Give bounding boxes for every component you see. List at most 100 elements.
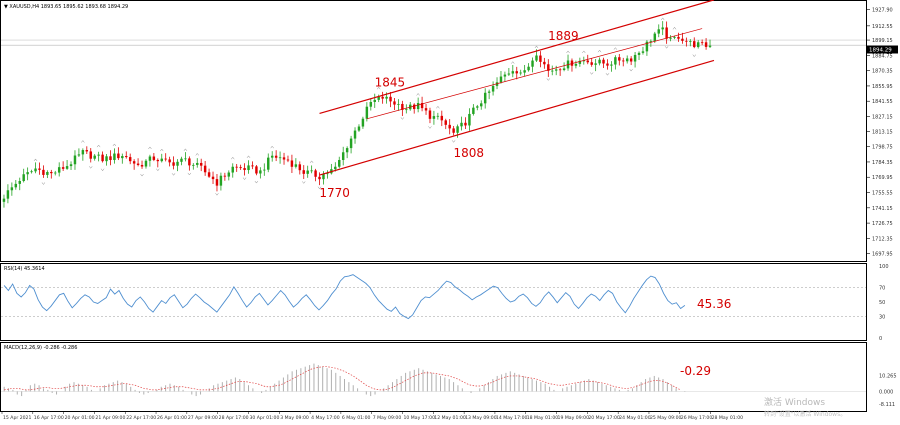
candle-body [499, 76, 503, 83]
rsi-tick-label: 0 [879, 336, 882, 342]
candlesticks [2, 21, 712, 208]
candle-body [223, 175, 227, 177]
candle-body [618, 57, 621, 61]
time-tick-label: 27 Apr 09:00 [188, 415, 218, 421]
candle-body [211, 176, 215, 180]
time-axis: 15 Apr 2021 16 Apr 17:00 20 Apr 01:00 21 Ap… [1, 411, 744, 421]
candle-body [641, 51, 645, 53]
candle-body [693, 41, 696, 48]
candle-body [369, 101, 373, 107]
price-annotation: 1770 [319, 186, 350, 200]
fractal-up-marker [160, 148, 164, 152]
fractal-up-marker [416, 93, 420, 96]
fractal-down-marker [156, 168, 160, 172]
price-gridlines [1, 39, 866, 46]
candle-body [22, 174, 25, 182]
candle-body [263, 169, 266, 171]
fractal-down-marker [171, 173, 176, 176]
time-tick-label: 6 May 01:00 [342, 415, 371, 421]
time-tick-label: 15 Apr 2021 [3, 415, 31, 421]
candle-body [602, 59, 605, 64]
candle-body [338, 160, 341, 167]
candle-body [476, 106, 479, 108]
candle-body [89, 151, 92, 159]
candle-body [554, 69, 558, 71]
candle-body [113, 153, 116, 161]
macd-panel-header: MACD(12,26,9) -0.286 -0.286 [4, 345, 77, 351]
fractal-down-marker [302, 181, 306, 184]
candle-body [50, 171, 53, 174]
candle-body [594, 63, 597, 65]
candle-body [6, 190, 10, 199]
activation-watermark-subtitle: 转到"设置"以激活 Windows。 [764, 410, 846, 418]
candle-body [416, 103, 420, 110]
candle-body [440, 115, 444, 121]
candle-body [696, 42, 700, 48]
time-tick-label: 16 Apr 17:00 [34, 415, 64, 421]
candle-body [622, 60, 625, 62]
candle-body [136, 163, 140, 165]
time-tick-label: 3 May 09:00 [280, 415, 309, 421]
candle-body [562, 68, 566, 70]
candle-body [168, 159, 171, 163]
fractal-down-marker [605, 73, 610, 76]
candle-body [503, 74, 507, 77]
candle-body [101, 154, 104, 162]
price-tick-label: 1697.95 [872, 252, 893, 258]
candle-body [582, 60, 586, 62]
fractal-up-marker [96, 144, 101, 148]
candle-body [428, 110, 432, 119]
price-panel-header: ▼ XAUUSD,H4 1893.65 1895.62 1893.68 1894… [4, 4, 128, 10]
candle-body [231, 166, 234, 173]
candle-body [460, 122, 463, 127]
candle-body [365, 106, 369, 119]
rsi-tick-label: 50 [879, 300, 885, 306]
candle-body [69, 164, 73, 167]
rsi-tick-label: 30 [879, 314, 885, 320]
candle-body [551, 70, 554, 72]
candle-body [468, 113, 471, 126]
time-tick-label: 20 May 17:00 [588, 415, 620, 421]
candle-body [334, 166, 337, 170]
candle-body [464, 122, 467, 126]
fractal-down-marker [89, 166, 93, 169]
candle-body [420, 103, 424, 109]
time-tick-label: 28 May 01:00 [712, 415, 744, 421]
candle-body [77, 154, 81, 156]
fractal-up-marker [195, 152, 199, 156]
price-annotation: 1808 [453, 146, 484, 160]
candle-body [73, 155, 77, 165]
fractal-up-marker [597, 49, 602, 53]
candle-body [637, 52, 641, 55]
candle-body [436, 115, 440, 117]
candle-body [393, 101, 396, 105]
candle-body [26, 172, 29, 175]
candle-body [42, 169, 45, 175]
time-tick-label: 21 Apr 09:00 [95, 415, 125, 421]
candle-body [199, 162, 203, 166]
candle-body [452, 128, 455, 133]
candle-body [243, 168, 246, 171]
fractal-down-marker [187, 172, 192, 176]
fractal-up-marker [33, 158, 38, 162]
candle-body [267, 157, 270, 170]
rsi-tick-label: 100 [879, 264, 889, 270]
candle-body [172, 162, 175, 166]
candle-body [286, 159, 290, 161]
price-tick-label: 1755.55 [872, 191, 893, 197]
candle-body [54, 172, 57, 174]
candle-body [357, 126, 361, 131]
candle-body [306, 170, 309, 174]
fractal-down-marker [400, 117, 405, 120]
candle-body [645, 41, 649, 52]
candle-body [156, 159, 160, 162]
price-panel [0, 0, 867, 262]
candle-body [314, 170, 317, 177]
activation-watermark-title: 激活 Windows [764, 396, 825, 408]
candle-body [164, 158, 167, 160]
candle-body [97, 154, 100, 156]
fractal-down-marker [692, 54, 696, 58]
price-tick-label: 1798.75 [872, 145, 893, 151]
